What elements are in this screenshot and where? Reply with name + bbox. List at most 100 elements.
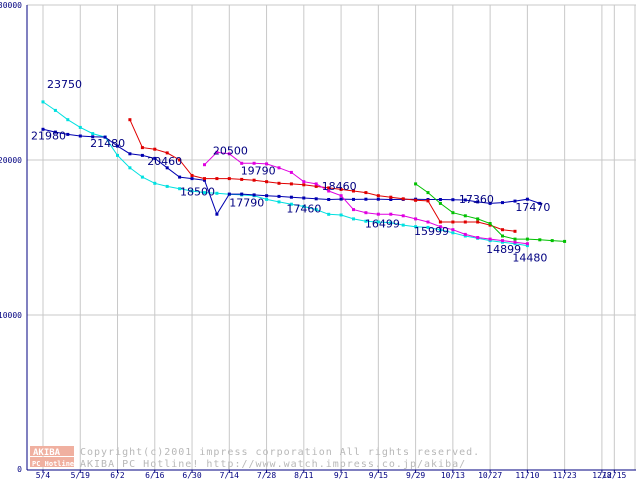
x-tick-label: 6/2 bbox=[110, 471, 125, 480]
data-point bbox=[252, 193, 256, 197]
data-label: 15999 bbox=[414, 225, 449, 238]
data-point bbox=[376, 194, 380, 198]
x-tick-label: 10/27 bbox=[478, 471, 502, 480]
data-point bbox=[178, 158, 182, 162]
data-point bbox=[476, 220, 480, 224]
data-point bbox=[327, 212, 331, 216]
akiba-logo: AKIBA PC Hotline bbox=[30, 446, 74, 468]
data-point bbox=[352, 217, 355, 221]
data-point bbox=[265, 194, 269, 198]
data-point bbox=[41, 127, 45, 131]
data-point bbox=[451, 198, 455, 202]
data-point bbox=[364, 197, 368, 201]
series-red bbox=[128, 118, 517, 233]
data-point bbox=[190, 189, 194, 193]
data-label: 20500 bbox=[213, 144, 248, 157]
data-point bbox=[389, 195, 393, 199]
data-point bbox=[215, 191, 219, 195]
copyright-watermark: AKIBA PC Hotline Copyright(c)2001 impres… bbox=[30, 446, 479, 470]
data-point bbox=[339, 197, 343, 201]
data-point bbox=[215, 212, 219, 216]
data-point bbox=[227, 177, 231, 181]
data-point bbox=[128, 152, 132, 156]
series-line-red bbox=[129, 119, 516, 232]
data-point bbox=[488, 222, 492, 225]
gridlines bbox=[27, 4, 636, 470]
data-label: 17790 bbox=[229, 196, 264, 209]
data-point bbox=[178, 175, 182, 179]
data-point bbox=[252, 161, 256, 165]
data-point bbox=[414, 198, 418, 202]
data-point bbox=[339, 187, 343, 191]
logo-line1: AKIBA bbox=[33, 448, 61, 458]
x-tick-label: 6/16 bbox=[145, 471, 164, 480]
data-point bbox=[364, 219, 368, 223]
data-point bbox=[277, 181, 281, 185]
data-point bbox=[289, 170, 293, 174]
data-point bbox=[401, 223, 405, 227]
data-point bbox=[203, 177, 206, 181]
data-point bbox=[265, 162, 269, 166]
data-point bbox=[389, 212, 393, 216]
data-label: 14899 bbox=[486, 243, 521, 256]
data-label: 14480 bbox=[512, 252, 547, 265]
data-point bbox=[352, 208, 355, 212]
data-point bbox=[66, 118, 70, 122]
data-label: 18500 bbox=[180, 185, 215, 198]
data-point bbox=[376, 197, 380, 201]
data-label: 20460 bbox=[147, 155, 182, 168]
data-point bbox=[227, 152, 231, 156]
data-point bbox=[563, 239, 567, 243]
data-point bbox=[314, 208, 318, 212]
data-point bbox=[327, 198, 331, 201]
data-label: 19790 bbox=[241, 164, 276, 177]
data-label: 21480 bbox=[90, 137, 125, 150]
data-point bbox=[463, 232, 467, 236]
x-axis-ticks: 5/4 5/19 6/2 6/16 6/30 7/14 7/28 8/11 9/1 9/15 9/2… bbox=[36, 470, 627, 480]
data-point bbox=[513, 229, 517, 233]
data-point bbox=[327, 189, 331, 193]
data-point bbox=[165, 151, 169, 155]
data-point bbox=[501, 239, 504, 243]
data-point bbox=[103, 135, 107, 139]
data-point bbox=[401, 214, 405, 218]
data-label: 21980 bbox=[31, 129, 66, 142]
data-point bbox=[426, 199, 430, 203]
data-point bbox=[302, 183, 306, 187]
data-point bbox=[289, 202, 293, 206]
y-tick-label: 10000 bbox=[0, 311, 22, 320]
data-point bbox=[476, 236, 480, 239]
data-point bbox=[376, 212, 380, 216]
data-point bbox=[426, 191, 430, 195]
data-point bbox=[153, 147, 157, 151]
data-point bbox=[66, 132, 70, 136]
series-lines bbox=[41, 100, 567, 248]
data-point bbox=[538, 201, 542, 205]
data-point bbox=[513, 237, 517, 241]
data-point bbox=[302, 180, 306, 184]
data-point bbox=[314, 197, 318, 201]
data-point bbox=[116, 153, 119, 157]
y-tick-label: 20000 bbox=[0, 156, 22, 165]
x-tick-label: 11/23 bbox=[553, 471, 577, 480]
data-point bbox=[178, 187, 182, 191]
data-point bbox=[140, 153, 144, 157]
data-point bbox=[352, 189, 355, 193]
data-labels: 23750 21980 21480 20460 18500 20500 17790 19790… bbox=[31, 78, 550, 265]
data-label: 17460 bbox=[286, 202, 321, 215]
data-point bbox=[203, 191, 206, 195]
x-tick-label: 9/15 bbox=[369, 471, 388, 480]
data-point bbox=[451, 220, 455, 224]
data-point bbox=[525, 244, 529, 248]
data-point bbox=[476, 200, 480, 204]
data-point bbox=[140, 146, 144, 150]
data-point bbox=[525, 197, 529, 201]
data-point bbox=[513, 240, 517, 244]
data-point bbox=[476, 217, 480, 221]
data-point bbox=[153, 181, 157, 185]
data-point bbox=[140, 175, 144, 179]
data-point bbox=[78, 125, 82, 129]
data-label: 16499 bbox=[365, 217, 400, 230]
data-point bbox=[252, 178, 256, 182]
data-point bbox=[215, 177, 219, 181]
